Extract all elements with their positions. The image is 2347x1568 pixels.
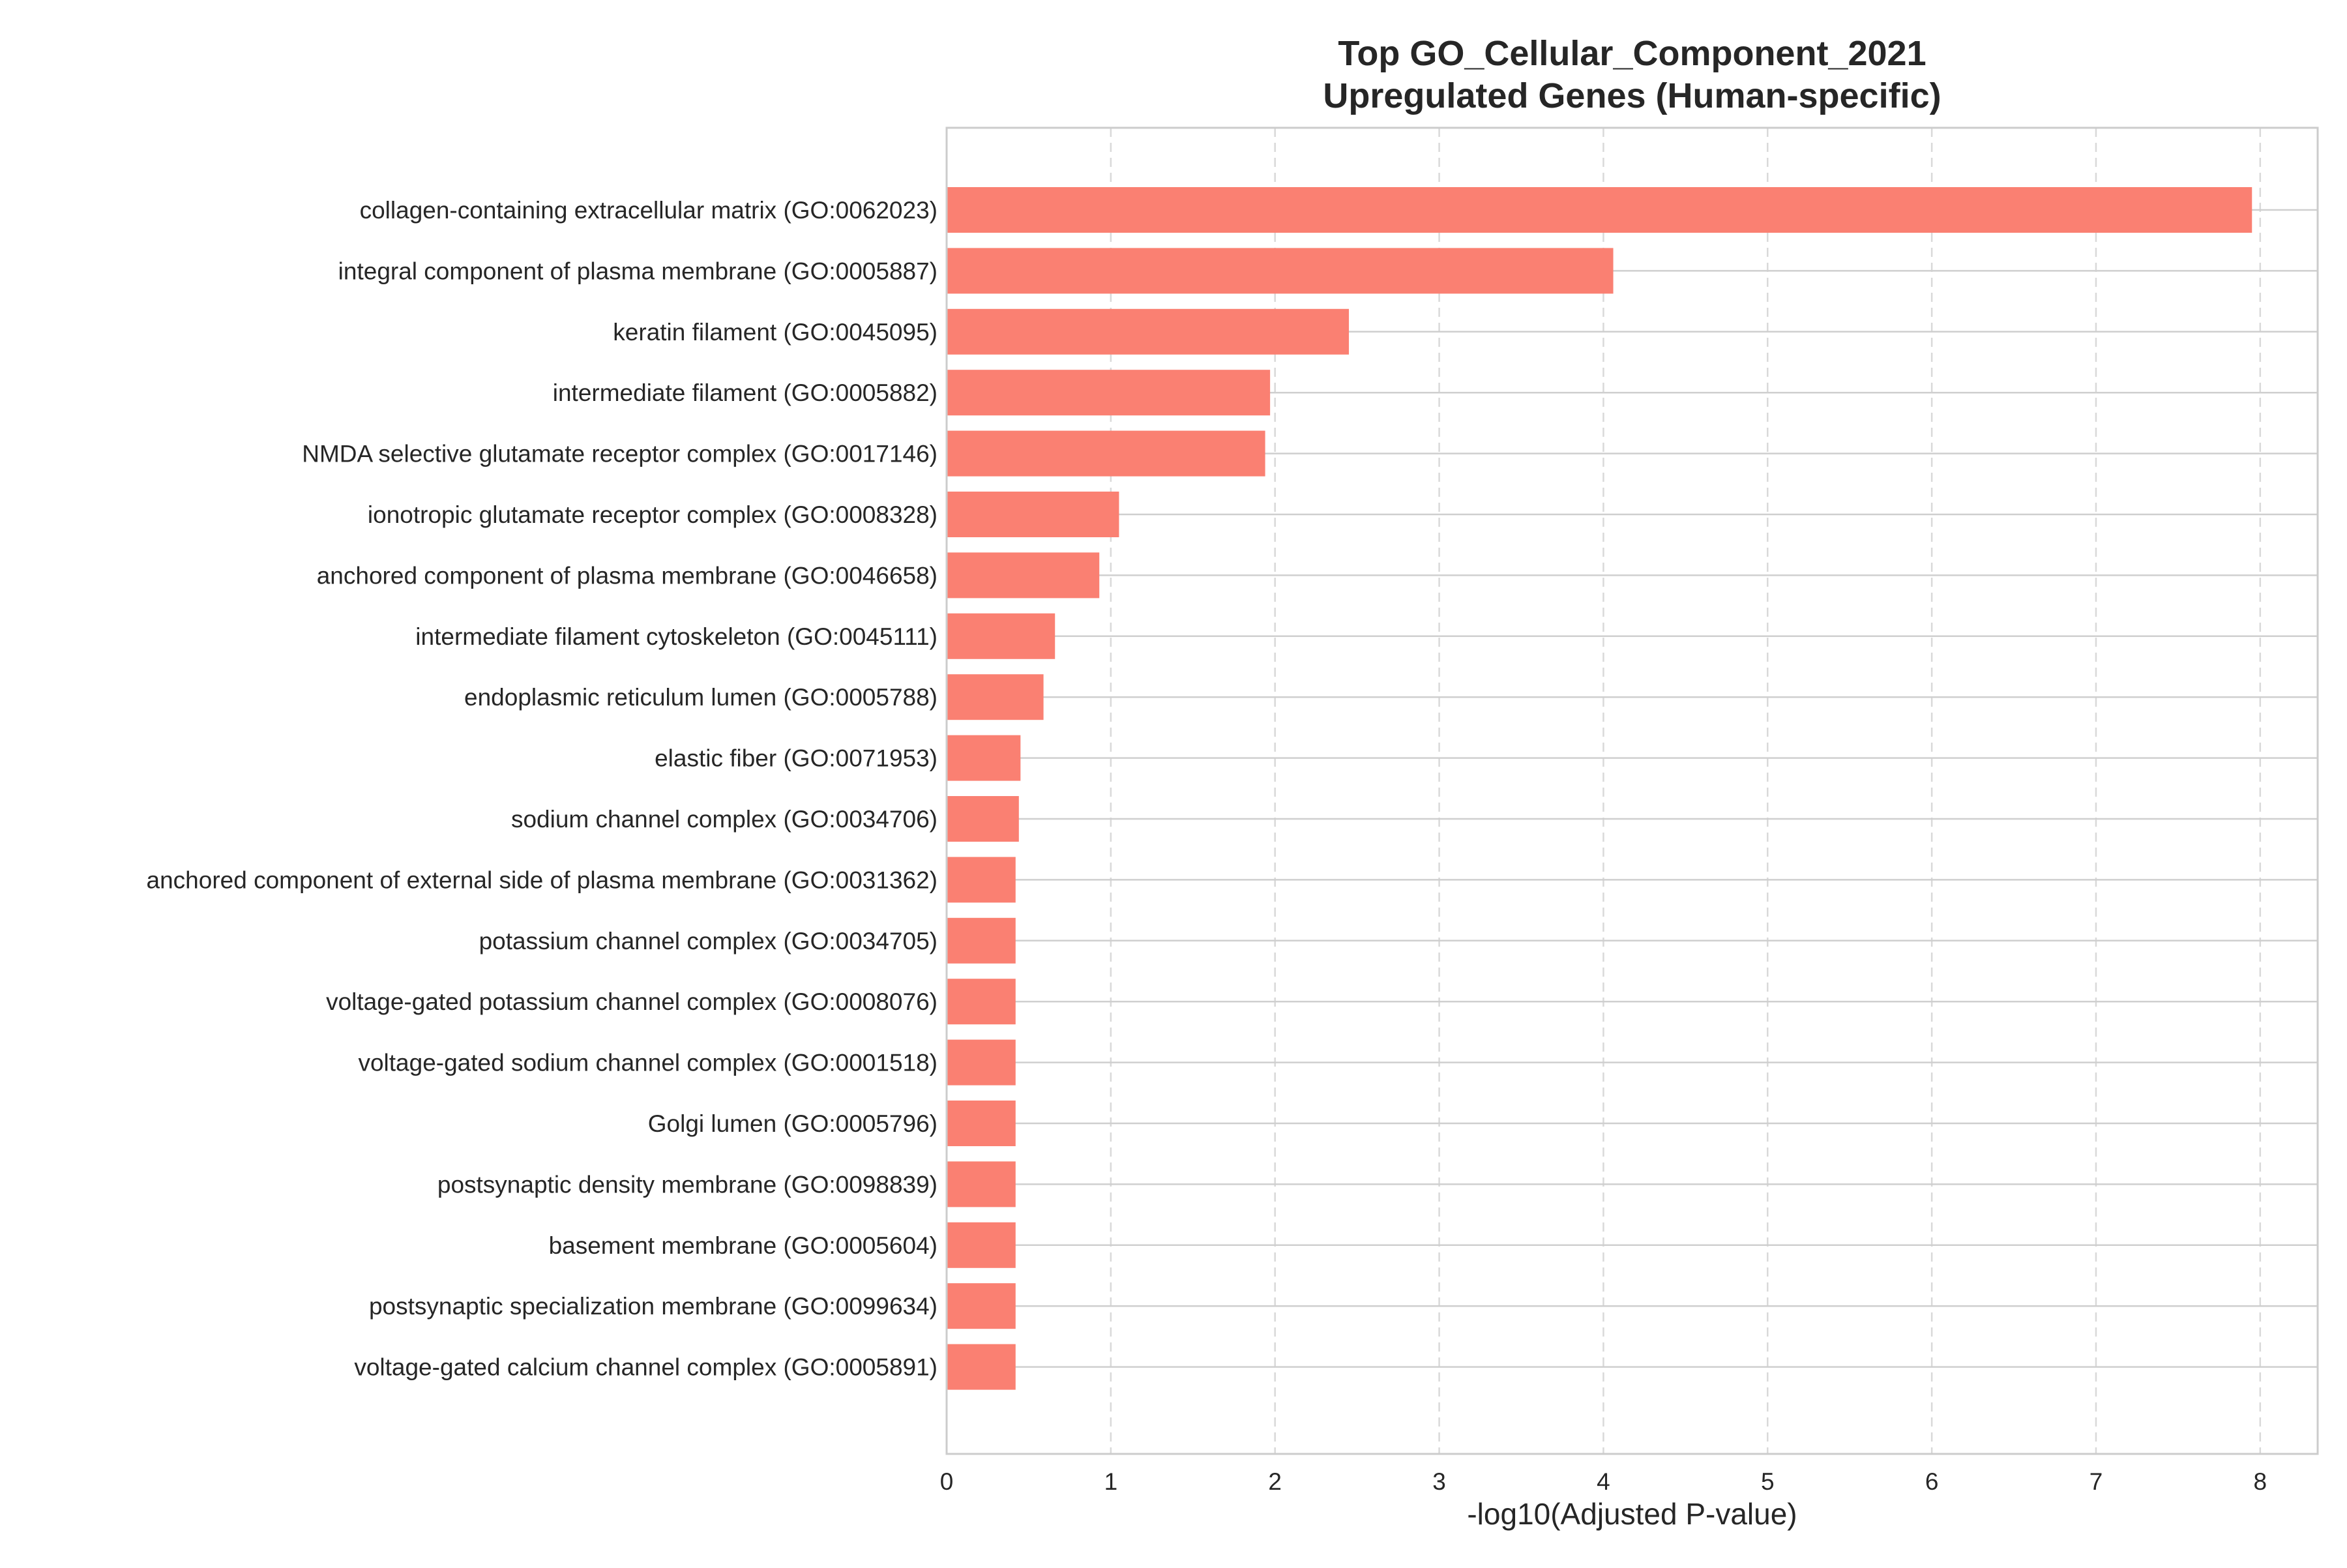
category-label: integral component of plasma membrane (G… — [338, 258, 937, 284]
category-labels: collagen-containing extracellular matrix… — [147, 197, 937, 1381]
category-label: intermediate filament cytoskeleton (GO:0… — [415, 623, 937, 650]
category-label: postsynaptic specialization membrane (GO… — [369, 1293, 937, 1320]
category-label: collagen-containing extracellular matrix… — [360, 197, 937, 224]
x-tick-label: 3 — [1432, 1468, 1446, 1495]
bar — [947, 1039, 1016, 1086]
category-label: intermediate filament (GO:0005882) — [553, 379, 937, 406]
bar — [947, 1283, 1016, 1329]
category-label: anchored component of external side of p… — [147, 866, 937, 893]
bar — [947, 430, 1265, 477]
bar — [947, 1101, 1016, 1146]
bar — [947, 735, 1021, 781]
x-tick-label: 0 — [940, 1468, 954, 1495]
bar — [947, 857, 1016, 903]
category-label: sodium channel complex (GO:0034706) — [511, 806, 937, 833]
bar — [947, 1344, 1016, 1390]
bar — [947, 187, 2252, 233]
category-label: endoplasmic reticulum lumen (GO:0005788) — [464, 684, 937, 711]
category-label: potassium channel complex (GO:0034705) — [479, 928, 937, 954]
bar — [947, 552, 1100, 599]
x-tick-label: 7 — [2089, 1468, 2103, 1495]
x-tick-labels: 0 1 2 3 4 5 6 7 8 — [940, 1468, 2267, 1495]
bar — [947, 1161, 1016, 1207]
x-axis-title: -log10(Adjusted P-value) — [1467, 1497, 1797, 1531]
bar — [947, 248, 1614, 294]
plot-frame — [945, 126, 2319, 1455]
bar — [947, 1222, 1016, 1268]
category-label: anchored component of plasma membrane (G… — [317, 562, 937, 589]
bar — [947, 674, 1044, 720]
category-label: Golgi lumen (GO:0005796) — [648, 1110, 937, 1137]
category-label: basement membrane (GO:0005604) — [549, 1232, 937, 1259]
bar — [947, 492, 1119, 537]
bar — [947, 613, 1055, 659]
category-label: ionotropic glutamate receptor complex (G… — [368, 501, 937, 528]
bar — [947, 796, 1019, 842]
category-label: elastic fiber (GO:0071953) — [655, 745, 937, 772]
x-tick-label: 1 — [1104, 1468, 1118, 1495]
x-tick-label: 2 — [1268, 1468, 1282, 1495]
category-label: postsynaptic density membrane (GO:009883… — [437, 1171, 937, 1198]
bar — [947, 917, 1016, 964]
category-label: voltage-gated sodium channel complex (GO… — [358, 1050, 937, 1076]
category-label: keratin filament (GO:0045095) — [613, 319, 937, 346]
bar — [947, 308, 1350, 355]
x-tick-label: 6 — [1925, 1468, 1939, 1495]
x-tick-label: 8 — [2254, 1468, 2267, 1495]
chart-title-line-1: Top GO_Cellular_Component_2021 — [1338, 34, 1926, 73]
bar — [947, 979, 1016, 1025]
category-label: voltage-gated potassium channel complex … — [326, 988, 937, 1015]
chart-title-line-2: Upregulated Genes (Human-specific) — [1323, 76, 1941, 115]
x-tick-label: 5 — [1761, 1468, 1775, 1495]
bar-layer — [947, 187, 2252, 1390]
x-tick-label: 4 — [1597, 1468, 1610, 1495]
bar — [947, 370, 1271, 416]
category-label: voltage-gated calcium channel complex (G… — [354, 1354, 937, 1381]
category-label: NMDA selective glutamate receptor comple… — [302, 441, 937, 467]
